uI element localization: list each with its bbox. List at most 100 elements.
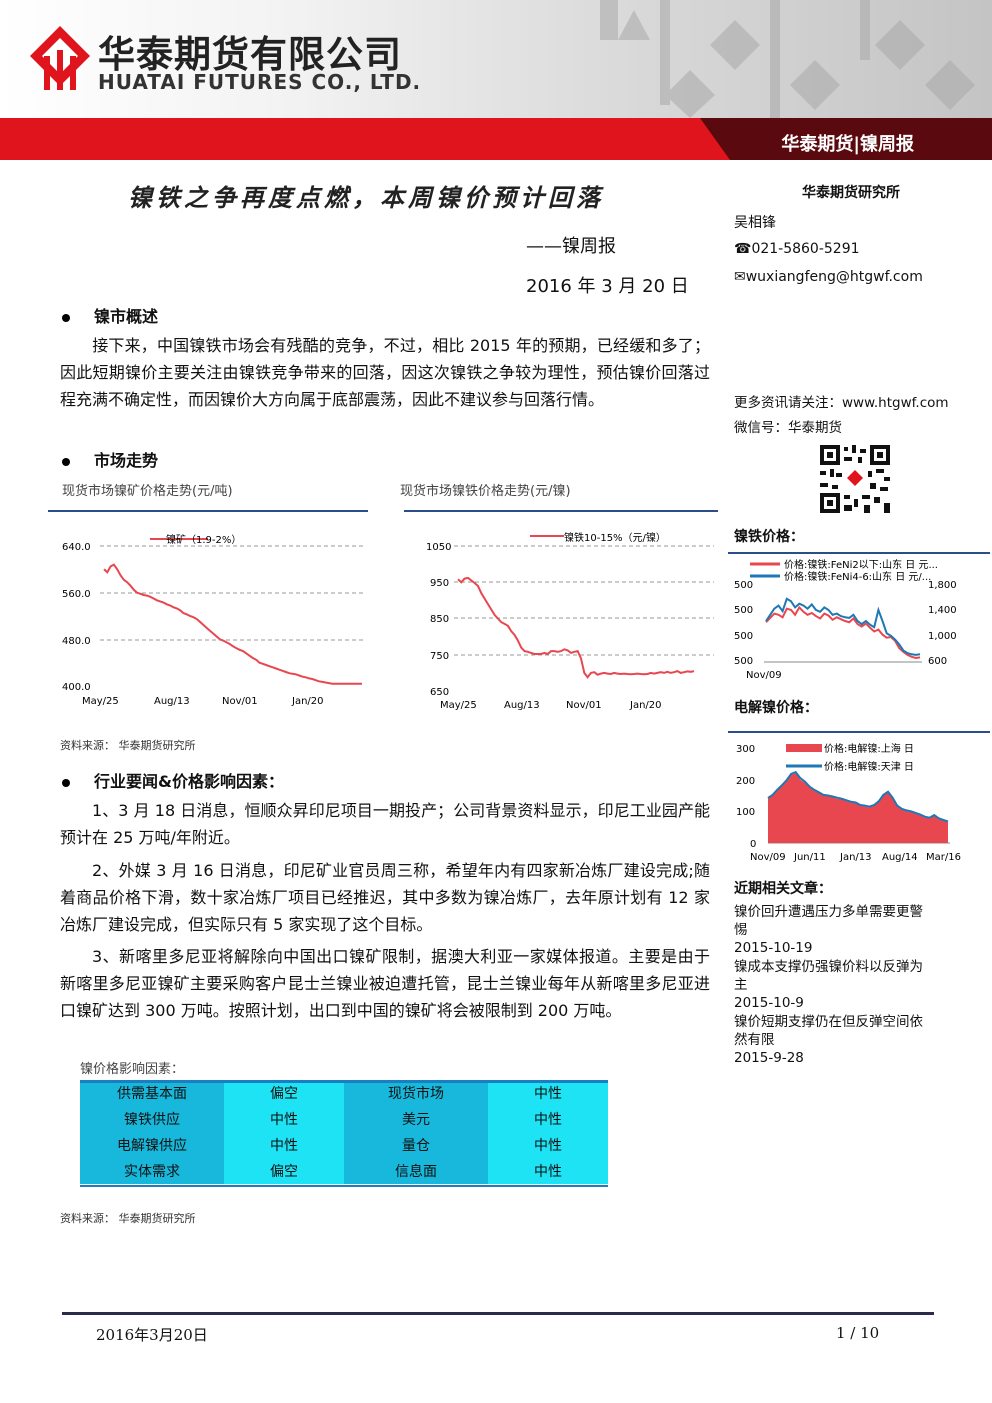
factor-value: 中性 [224, 1106, 344, 1132]
legend-label-1: 价格:镍铁:FeNi2以下:山东 日 元... [784, 558, 938, 571]
series-line-fe-ni4-6 [765, 597, 921, 656]
factor-table: 供需基本面 偏空 现货市场 中性 镍铁供应 中性 美元 中性 电解镍供应 中性 … [80, 1080, 608, 1184]
factor-value: 中性 [488, 1132, 608, 1158]
y-tick-0: 0 [750, 839, 756, 850]
factor-value: 中性 [488, 1158, 608, 1184]
factor-name: 电解镍供应 [80, 1132, 224, 1158]
legend-label-2: 价格:镍铁:FeNi4-6:山东 日 元/... [784, 570, 931, 583]
source-note-1: 资料来源： 华泰期货研究所 [60, 739, 196, 752]
bullet-icon [62, 457, 70, 466]
x-tick-4: Jan/20 [629, 700, 662, 711]
article-3-title[interactable]: 镍价短期支撑仍在但反弹空间依然有限 [734, 1014, 923, 1048]
left-tick-4: 500 [734, 656, 753, 667]
news-item-1-text: 1、3 月 18 日消息，恒顺众昇印尼项目一期投产；公司背景资料显示，印尼工业园… [60, 801, 710, 847]
x-tick-2: Aug/13 [154, 696, 190, 707]
left-tick-2: 500 [734, 605, 753, 616]
factor-table-title: 镍价格影响因素： [80, 1062, 185, 1077]
factor-table-top-rule [80, 1080, 608, 1083]
factor-value: 中性 [224, 1132, 344, 1158]
chart-1-gridlines [100, 545, 364, 641]
section-overview-heading: 镍市概述 [62, 303, 158, 327]
page-number: 1 / 10 [836, 1324, 880, 1342]
news-item-3: 3、新喀里多尼亚将解除向中国出口镍矿限制，据澳大利亚一家媒体报道。主要是由于新喀… [60, 943, 710, 1024]
x-tick-3: Jan/13 [839, 852, 872, 863]
section-market-label: 市场走势 [94, 451, 159, 470]
article-1-title[interactable]: 镍价回升遭遇压力多单需要更警惕 [734, 904, 923, 938]
source-note-2: 资料来源： 华泰期货研究所 [60, 1212, 196, 1225]
bullet-icon [62, 778, 70, 787]
footer-rule [62, 1312, 934, 1315]
left-tick-1: 500 [734, 580, 753, 591]
table-row: 实体需求 偏空 信息面 中性 [80, 1158, 608, 1184]
y-tick-480: 480.0 [62, 636, 91, 647]
factor-value: 偏空 [224, 1158, 344, 1184]
series-line-nickel-ore [103, 563, 362, 685]
nickel-iron-price-chart: 价格:镍铁:FeNi2以下:山东 日 元... 价格:镍铁:FeNi4-6:山东… [728, 552, 990, 681]
analyst-email[interactable]: ✉wuxiangfeng@htgwf.com [734, 269, 923, 285]
x-tick-2: Aug/13 [504, 700, 540, 711]
series-area-shanghai [768, 773, 948, 843]
company-name-en: HUATAI FUTURES CO., LTD. [98, 70, 422, 94]
legend-swatch-1 [786, 744, 822, 752]
bullet-icon [62, 313, 70, 322]
report-subtitle: ——镍周报 [526, 236, 616, 257]
x-tick-4: Aug/14 [882, 852, 918, 863]
factor-value: 中性 [488, 1106, 608, 1132]
factor-name: 量仓 [344, 1132, 488, 1158]
nickel-ore-price-chart: 镍矿（1.9-2%） 640.0 560.0 480.0 400.0 May/2… [48, 510, 368, 707]
news-item-2-text: 2、外媒 3 月 16 日消息，印尼矿业官员周三称，希望年内有四家新冶炼厂建设完… [60, 861, 710, 934]
legend-label-1: 价格:电解镍:上海 日 [824, 742, 914, 755]
legend-label: 镍铁10-15%（元/镍） [564, 531, 666, 544]
news-item-3-text: 3、新喀里多尼亚将解除向中国出口镍矿限制，据澳大利亚一家媒体报道。主要是由于新喀… [60, 947, 710, 1020]
x-tick-1: May/25 [440, 700, 477, 711]
more-info-link[interactable]: 更多资讯请关注：www.htgwf.com [734, 395, 949, 411]
x-tick-5: Mar/16 [926, 852, 961, 863]
right-tick-4: 600 [928, 656, 947, 667]
factor-name: 镍铁供应 [80, 1106, 224, 1132]
recent-articles-heading: 近期相关文章： [734, 881, 832, 897]
table-row: 镍铁供应 中性 美元 中性 [80, 1106, 608, 1132]
x-tick-3: Nov/01 [566, 700, 602, 711]
left-tick-3: 500 [734, 631, 753, 642]
news-item-2: 2、外媒 3 月 16 日消息，印尼矿业官员周三称，希望年内有四家新冶炼厂建设完… [60, 857, 710, 938]
factor-name: 现货市场 [344, 1080, 488, 1106]
y-tick-100: 100 [736, 807, 755, 818]
x-tick-2: Jun/11 [793, 852, 826, 863]
section-overview-label: 镍市概述 [94, 307, 159, 326]
factor-name: 实体需求 [80, 1158, 224, 1184]
article-3-date: 2015-9-28 [734, 1050, 804, 1066]
y-tick-200: 200 [736, 776, 755, 787]
right-tick-3: 1,000 [928, 631, 957, 642]
section-market-heading: 市场走势 [62, 447, 158, 471]
y-tick-850: 850 [430, 614, 449, 625]
right-tick-1: 1,800 [928, 580, 957, 591]
series-line-fe-ni2 [765, 605, 921, 660]
header-banner [0, 0, 992, 118]
company-name-cn: 华泰期货有限公司 [98, 33, 402, 76]
wechat-id: 微信号：华泰期货 [734, 420, 842, 436]
overview-text: 接下来，中国镍铁市场会有残酷的竞争，不过，相比 2015 年的预期，已经缓和多了… [60, 336, 710, 409]
article-2-date: 2015-10-9 [734, 995, 804, 1011]
factor-value: 偏空 [224, 1080, 344, 1106]
analyst-phone: ☎021-5860-5291 [734, 241, 860, 257]
y-tick-1050: 1050 [426, 542, 451, 553]
y-tick-400: 400.0 [62, 682, 91, 693]
report-date: 2016 年 3 月 20 日 [526, 276, 689, 297]
report-title: 镍铁之争再度点燃，本周镍价预计回落 [128, 184, 604, 212]
chart-1-caption: 现货市场镍矿价格走势(元/吨) [62, 484, 233, 499]
x-tick-1: Nov/09 [746, 670, 782, 681]
x-tick-1: Nov/09 [750, 852, 786, 863]
factor-table-bottom-rule [80, 1185, 608, 1187]
article-2-title[interactable]: 镍成本支撑仍强镍价料以反弹为主 [734, 959, 923, 993]
y-tick-300: 300 [736, 744, 755, 755]
header-decoration [600, 0, 975, 118]
footer-date: 2016年3月20日 [96, 1326, 208, 1344]
factor-name: 信息面 [344, 1158, 488, 1184]
factor-name: 美元 [344, 1106, 488, 1132]
section-news-label: 行业要闻&价格影响因素： [94, 772, 284, 791]
brand-tag: 华泰期货|镍周报 [781, 134, 914, 155]
y-tick-560: 560.0 [62, 589, 91, 600]
red-header-band [0, 118, 992, 160]
institute-name: 华泰期货研究所 [802, 185, 900, 201]
nickel-iron-price-heading: 镍铁价格： [734, 529, 804, 545]
